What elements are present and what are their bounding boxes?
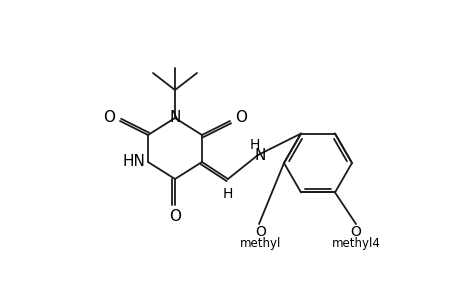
Text: methyl: methyl — [240, 238, 281, 250]
Text: O: O — [103, 110, 115, 124]
Text: O: O — [255, 225, 266, 239]
Text: O: O — [168, 209, 180, 224]
Text: N: N — [254, 148, 265, 164]
Text: O: O — [235, 110, 246, 124]
Text: H: H — [222, 187, 233, 201]
Text: methyl4: methyl4 — [331, 238, 380, 250]
Text: HN: HN — [122, 154, 145, 169]
Text: O: O — [350, 225, 361, 239]
Text: H: H — [249, 138, 260, 152]
Text: N: N — [169, 110, 180, 125]
